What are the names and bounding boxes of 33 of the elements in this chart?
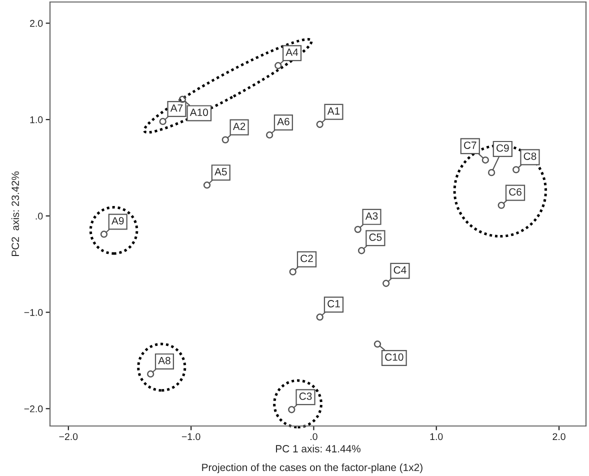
annotation: C2 [300, 254, 313, 262]
annotation: C3 [299, 392, 312, 400]
annotation: A10 [190, 108, 208, 116]
y-tick-label: −1.0 [24, 309, 43, 316]
annotation: A5 [214, 168, 227, 176]
annotation: A9 [112, 217, 124, 225]
annotation: A4 [286, 48, 298, 56]
annotation: A8 [158, 356, 170, 364]
annotation: A7 [170, 104, 183, 112]
annotation: C9 [496, 144, 509, 152]
x-tick-label: 1.0 [430, 433, 443, 440]
y-tick-label: 1.0 [30, 116, 43, 124]
annotation: A2 [232, 122, 246, 130]
y-tick-label: .0 [36, 212, 43, 220]
annotation: A3 [365, 212, 378, 220]
x-tick-label: −1.0 [182, 433, 200, 440]
annotation: A1 [327, 107, 340, 115]
text: Projection of the cases on the factor-plane (1x2) [202, 463, 422, 474]
annotation: C1 [328, 300, 340, 308]
y-tick-label: 2.0 [30, 20, 43, 27]
annotation: C4 [394, 266, 406, 274]
x-axis-title: PC 1 axis: 41.44% [276, 444, 360, 452]
annotation: C6 [509, 188, 522, 196]
annotation: A6 [277, 118, 290, 126]
annotation: C5 [369, 234, 382, 241]
annotation: C7 [464, 142, 476, 149]
x-tick-label: .0 [310, 433, 318, 440]
annotation: C8 [524, 152, 536, 160]
x-tick-label: 2.0 [552, 433, 566, 440]
y-tick-label: −2.0 [24, 405, 43, 412]
y-axis-title: PC2 axis: 23.42% [11, 172, 20, 256]
annotation: C10 [385, 353, 404, 361]
x-tick-label: −2.0 [59, 433, 78, 440]
